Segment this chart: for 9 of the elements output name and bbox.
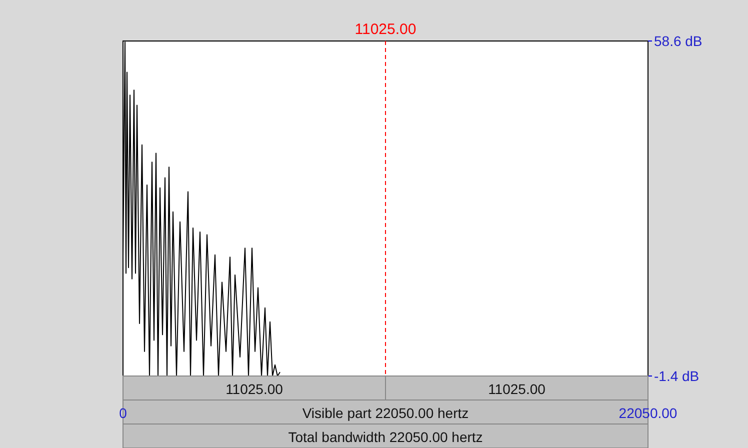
y-tick-label: 58.6 dB	[654, 33, 702, 49]
text: 11025.00	[226, 381, 284, 397]
y-tick-label: -1.4 dB	[654, 368, 700, 384]
text: 11025.00	[488, 381, 546, 397]
x-tick-label: 22050.00	[618, 405, 678, 421]
text: Visible part 22050.00 hertz	[302, 405, 469, 421]
text: Total bandwidth 22050.00 hertz	[288, 429, 483, 445]
ref-line-label: 11025.00	[354, 21, 416, 38]
x-tick-label: 0	[119, 405, 128, 421]
